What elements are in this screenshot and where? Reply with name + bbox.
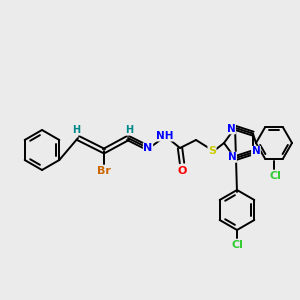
- Text: S: S: [208, 146, 216, 156]
- Text: N: N: [227, 124, 236, 134]
- Text: Cl: Cl: [269, 171, 281, 181]
- Text: N: N: [143, 143, 153, 153]
- Text: NH: NH: [156, 131, 174, 141]
- Text: Br: Br: [97, 166, 111, 176]
- Text: N: N: [228, 152, 236, 162]
- Text: N: N: [252, 146, 260, 156]
- Text: Cl: Cl: [231, 240, 243, 250]
- Text: H: H: [125, 125, 133, 135]
- Text: H: H: [72, 125, 80, 135]
- Text: O: O: [177, 166, 187, 176]
